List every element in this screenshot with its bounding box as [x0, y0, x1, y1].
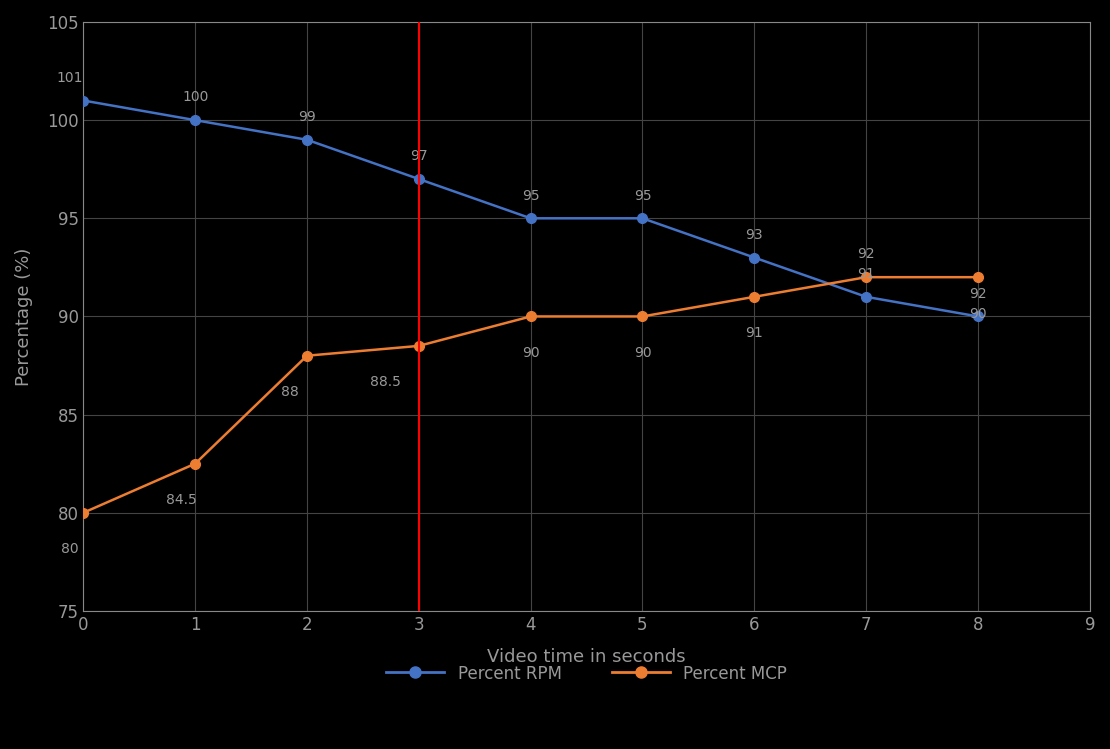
Text: 97: 97	[410, 149, 427, 163]
Text: 92: 92	[857, 247, 875, 261]
Text: 91: 91	[746, 327, 764, 340]
Percent MCP	[412, 342, 425, 351]
Text: 80: 80	[61, 542, 79, 557]
Percent RPM	[748, 253, 761, 262]
Percent MCP	[636, 312, 649, 321]
Text: 88: 88	[281, 385, 299, 399]
Percent RPM	[971, 312, 985, 321]
Line: Percent MCP: Percent MCP	[79, 273, 982, 518]
Percent MCP	[524, 312, 537, 321]
Percent RPM	[77, 96, 90, 105]
Text: 90: 90	[634, 346, 652, 360]
Text: 93: 93	[746, 228, 763, 242]
Percent RPM	[412, 175, 425, 184]
Percent RPM	[189, 115, 202, 124]
Text: 92: 92	[969, 287, 987, 301]
Text: 95: 95	[634, 189, 652, 202]
Percent RPM	[636, 213, 649, 222]
Line: Percent RPM: Percent RPM	[79, 96, 982, 321]
Percent MCP	[971, 273, 985, 282]
Text: 101: 101	[57, 71, 83, 85]
X-axis label: Video time in seconds: Video time in seconds	[487, 648, 686, 666]
Text: 100: 100	[182, 91, 209, 104]
Legend: Percent RPM, Percent MCP: Percent RPM, Percent MCP	[377, 656, 796, 691]
Percent RPM	[301, 136, 314, 145]
Text: 90: 90	[969, 306, 987, 321]
Y-axis label: Percentage (%): Percentage (%)	[16, 247, 33, 386]
Text: 91: 91	[857, 267, 875, 281]
Percent MCP	[77, 509, 90, 518]
Text: 84.5: 84.5	[166, 493, 198, 507]
Percent MCP	[189, 459, 202, 468]
Percent RPM	[524, 213, 537, 222]
Text: 88.5: 88.5	[370, 375, 401, 389]
Percent MCP	[748, 292, 761, 301]
Percent MCP	[859, 273, 872, 282]
Text: 95: 95	[522, 189, 539, 202]
Text: 90: 90	[522, 346, 539, 360]
Percent MCP	[301, 351, 314, 360]
Percent RPM	[859, 292, 872, 301]
Text: 99: 99	[299, 110, 316, 124]
